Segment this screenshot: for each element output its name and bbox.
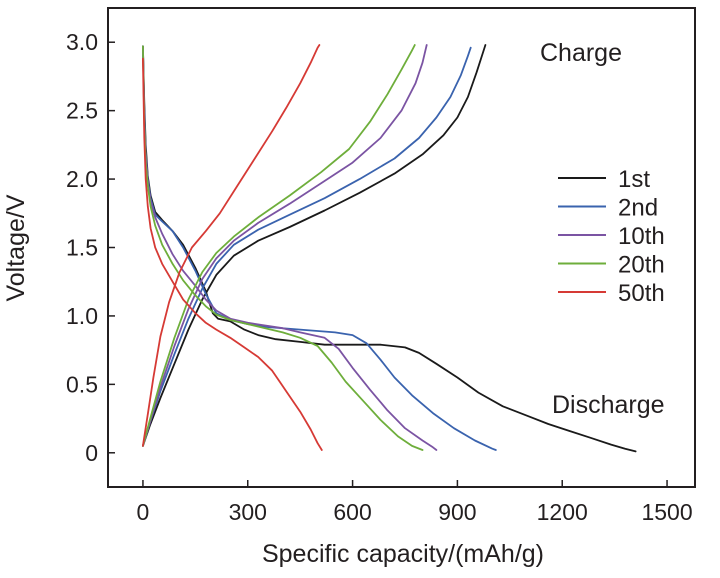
series-20th-charge-line	[141, 44, 416, 447]
series-2nd-charge-line	[141, 46, 472, 447]
x-axis-title: Specific capacity/(mAh/g)	[262, 540, 544, 568]
series-10th-charge-line	[141, 44, 428, 447]
legend-label-2nd: 2nd	[618, 195, 658, 222]
y-tick-label: 1.0	[66, 303, 98, 329]
y-tick-label: 2.0	[66, 166, 98, 192]
legend-label-1st: 1st	[618, 166, 650, 193]
x-tick-label: 1500	[641, 499, 692, 525]
charge-annotation: Charge	[540, 39, 622, 67]
series-layer	[141, 44, 637, 453]
y-tick-label: 0.5	[66, 371, 98, 397]
series-50th-charge-line	[141, 44, 321, 447]
x-axis-ticks: 0 300 600 900 1200 1500	[137, 480, 693, 525]
series-50th-discharge-line	[141, 57, 323, 451]
legend-label-50th: 50th	[618, 280, 665, 307]
x-tick-label: 900	[438, 499, 476, 525]
discharge-annotation: Discharge	[552, 391, 665, 419]
x-tick-label: 300	[229, 499, 267, 525]
y-tick-label: 1.5	[66, 235, 98, 261]
x-tick-label: 1200	[537, 499, 588, 525]
series-20th-discharge-line	[141, 45, 424, 451]
x-tick-label: 600	[333, 499, 371, 525]
series-1st-charge-line	[141, 44, 487, 447]
series-1st-discharge-line	[141, 45, 637, 453]
legend-label-10th: 10th	[618, 223, 665, 250]
y-axis-title: Voltage/V	[2, 194, 30, 301]
legend-label-20th: 20th	[618, 252, 665, 279]
y-axis-ticks: 0 0.5 1.0 1.5 2.0 2.5 3.0	[66, 29, 115, 466]
series-10th-discharge-line	[141, 45, 438, 451]
y-tick-label: 2.5	[66, 98, 98, 124]
y-tick-label: 0	[85, 440, 98, 466]
y-tick-label: 3.0	[66, 29, 98, 55]
x-tick-label: 0	[137, 499, 150, 525]
